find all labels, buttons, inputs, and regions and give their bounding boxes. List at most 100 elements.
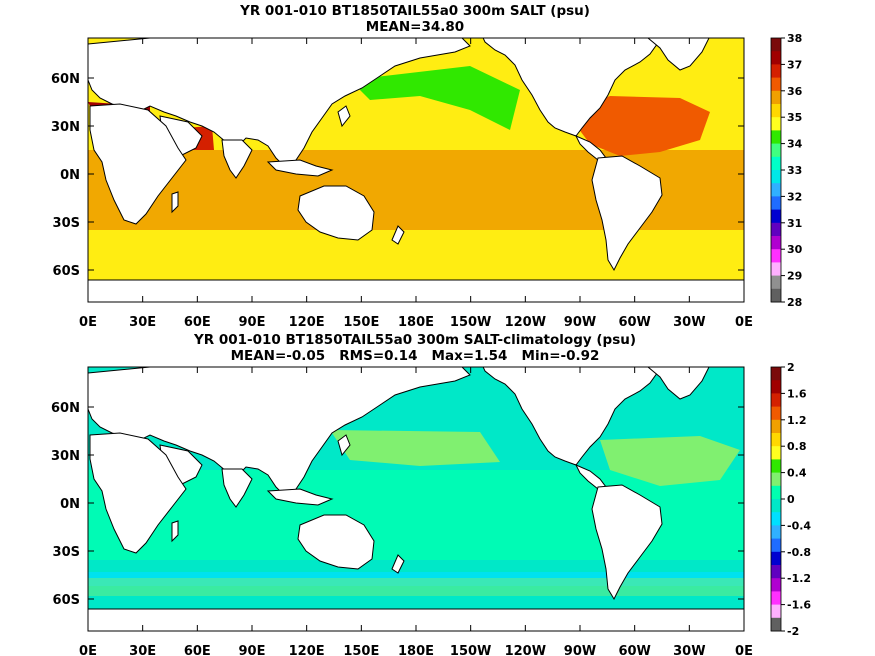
colorbar-swatch <box>771 472 781 487</box>
colorbar-swatch <box>771 90 781 105</box>
bottom-colorbar: 2 1.6 1.2 0.8 0.4 0 -0.4 -0.8 -1.2 -1.6 -2 <box>770 361 811 638</box>
colorbar-label: 35 <box>787 111 802 124</box>
x-tick-label: 30E <box>129 644 156 656</box>
colorbar-swatch <box>771 77 781 92</box>
top-title-line2: MEAN=34.80 <box>365 19 465 35</box>
north-pacific-positive-anomaly <box>330 430 500 466</box>
colorbar-swatch <box>771 236 781 250</box>
y-tick-label: 30N <box>51 120 80 135</box>
colorbar-swatch <box>771 38 781 52</box>
x-tick-label: 90W <box>564 315 596 330</box>
colorbar-label: 2 <box>787 361 795 374</box>
colorbar-swatch <box>771 367 781 381</box>
top-map <box>88 38 744 302</box>
colorbar-swatch <box>771 196 781 211</box>
north-atlantic-positive-anomaly <box>600 436 740 486</box>
colorbar-label: 31 <box>787 217 802 230</box>
x-tick-label: 60E <box>184 644 211 656</box>
top-title-line1: YR 001-010 BT1850TAIL55a0 300m SALT (psu… <box>240 3 590 19</box>
top-colorbar: 38 37 36 35 34 33 32 31 30 29 28 <box>770 32 803 309</box>
x-tick-label: 90W <box>564 644 596 656</box>
colorbar-swatch <box>771 433 781 447</box>
x-tick-label: 120W <box>505 644 546 656</box>
colorbar-label: -1.6 <box>787 599 811 612</box>
colorbar-swatch <box>771 419 781 434</box>
y-tick-label: 0N <box>60 168 80 183</box>
x-tick-label: 150E <box>343 315 379 330</box>
southern-ocean-negative-anomaly <box>88 572 744 586</box>
colorbar-label: -0.8 <box>787 546 811 559</box>
x-tick-label: 0E <box>735 315 753 330</box>
x-tick-label: 90E <box>239 315 266 330</box>
colorbar-swatch <box>771 459 781 474</box>
x-tick-label: 0E <box>735 644 753 656</box>
y-tick-label: 60S <box>53 264 80 279</box>
colorbar-swatch <box>771 499 781 513</box>
x-tick-label: 180E <box>398 644 434 656</box>
colorbar-label: 28 <box>787 296 802 309</box>
y-tick-label: 30N <box>51 449 80 464</box>
x-tick-label: 60W <box>618 644 650 656</box>
x-tick-label: 30E <box>129 315 156 330</box>
colorbar-label: 0.8 <box>787 440 807 453</box>
y-tick-label: 60S <box>53 593 80 608</box>
colorbar-swatch <box>771 446 781 460</box>
bottom-map <box>88 367 744 631</box>
north-pacific-fresh-region <box>350 66 520 130</box>
colorbar-label: -0.4 <box>787 519 811 532</box>
x-tick-label: 120W <box>505 315 546 330</box>
colorbar-swatch <box>771 156 781 171</box>
colorbar-swatch <box>771 51 781 65</box>
colorbar-swatch <box>771 183 781 197</box>
north-atlantic-saline-region <box>566 96 710 156</box>
y-tick-label: 60N <box>51 72 80 87</box>
colorbar-swatch <box>771 551 781 566</box>
x-tick-label: 150E <box>343 644 379 656</box>
colorbar-label: 34 <box>787 138 803 151</box>
colorbar-swatch <box>771 591 781 606</box>
colorbar-swatch <box>771 64 781 79</box>
colorbar-label: 37 <box>787 58 802 71</box>
x-tick-label: 0E <box>79 315 97 330</box>
x-tick-label: 30W <box>673 315 705 330</box>
bottom-title-line1: YR 001-010 BT1850TAIL55a0 300m SALT-clim… <box>193 332 637 348</box>
colorbar-swatch <box>771 393 781 408</box>
colorbar-label: 33 <box>787 164 802 177</box>
colorbar-swatch <box>771 170 781 184</box>
colorbar-label: 1.6 <box>787 387 807 400</box>
x-tick-label: 60W <box>618 315 650 330</box>
colorbar-label: 1.2 <box>787 414 807 427</box>
colorbar-label: 0.4 <box>787 467 807 480</box>
colorbar-swatch <box>771 117 781 131</box>
x-tick-label: 150W <box>450 644 491 656</box>
colorbar-swatch <box>771 288 781 303</box>
colorbar-swatch <box>771 525 781 540</box>
colorbar-swatch <box>771 565 781 579</box>
colorbar-swatch <box>771 512 781 526</box>
colorbar-label: 36 <box>787 85 803 98</box>
tropical-salinity-band <box>88 150 744 230</box>
colorbar-label: -2 <box>787 625 799 638</box>
x-tick-label: 120E <box>289 315 325 330</box>
bottom-title-line2: MEAN=-0.05 RMS=0.14 Max=1.54 Min=-0.92 <box>230 348 600 364</box>
colorbar-label: 29 <box>787 270 802 283</box>
x-tick-label: 180E <box>398 315 434 330</box>
colorbar-swatch <box>771 222 781 237</box>
x-tick-label: 60E <box>184 315 211 330</box>
colorbar-swatch <box>771 249 781 263</box>
colorbar-swatch <box>771 209 781 224</box>
bottom-axis-ticks: 0E 30E 60E 90E 120E 150E 180E 150W 120W 90W 60W 30W… <box>51 367 753 656</box>
colorbar-swatch <box>771 538 781 553</box>
x-tick-label: 30W <box>673 644 705 656</box>
colorbar-swatch <box>771 143 781 158</box>
y-tick-label: 0N <box>60 497 80 512</box>
colorbar-swatch <box>771 617 781 632</box>
y-tick-label: 30S <box>53 216 80 231</box>
x-tick-label: 120E <box>289 644 325 656</box>
x-tick-label: 0E <box>79 644 97 656</box>
colorbar-label: 32 <box>787 190 802 203</box>
colorbar-label: 30 <box>787 243 803 256</box>
colorbar-swatch <box>771 104 781 118</box>
colorbar-swatch <box>771 275 781 290</box>
